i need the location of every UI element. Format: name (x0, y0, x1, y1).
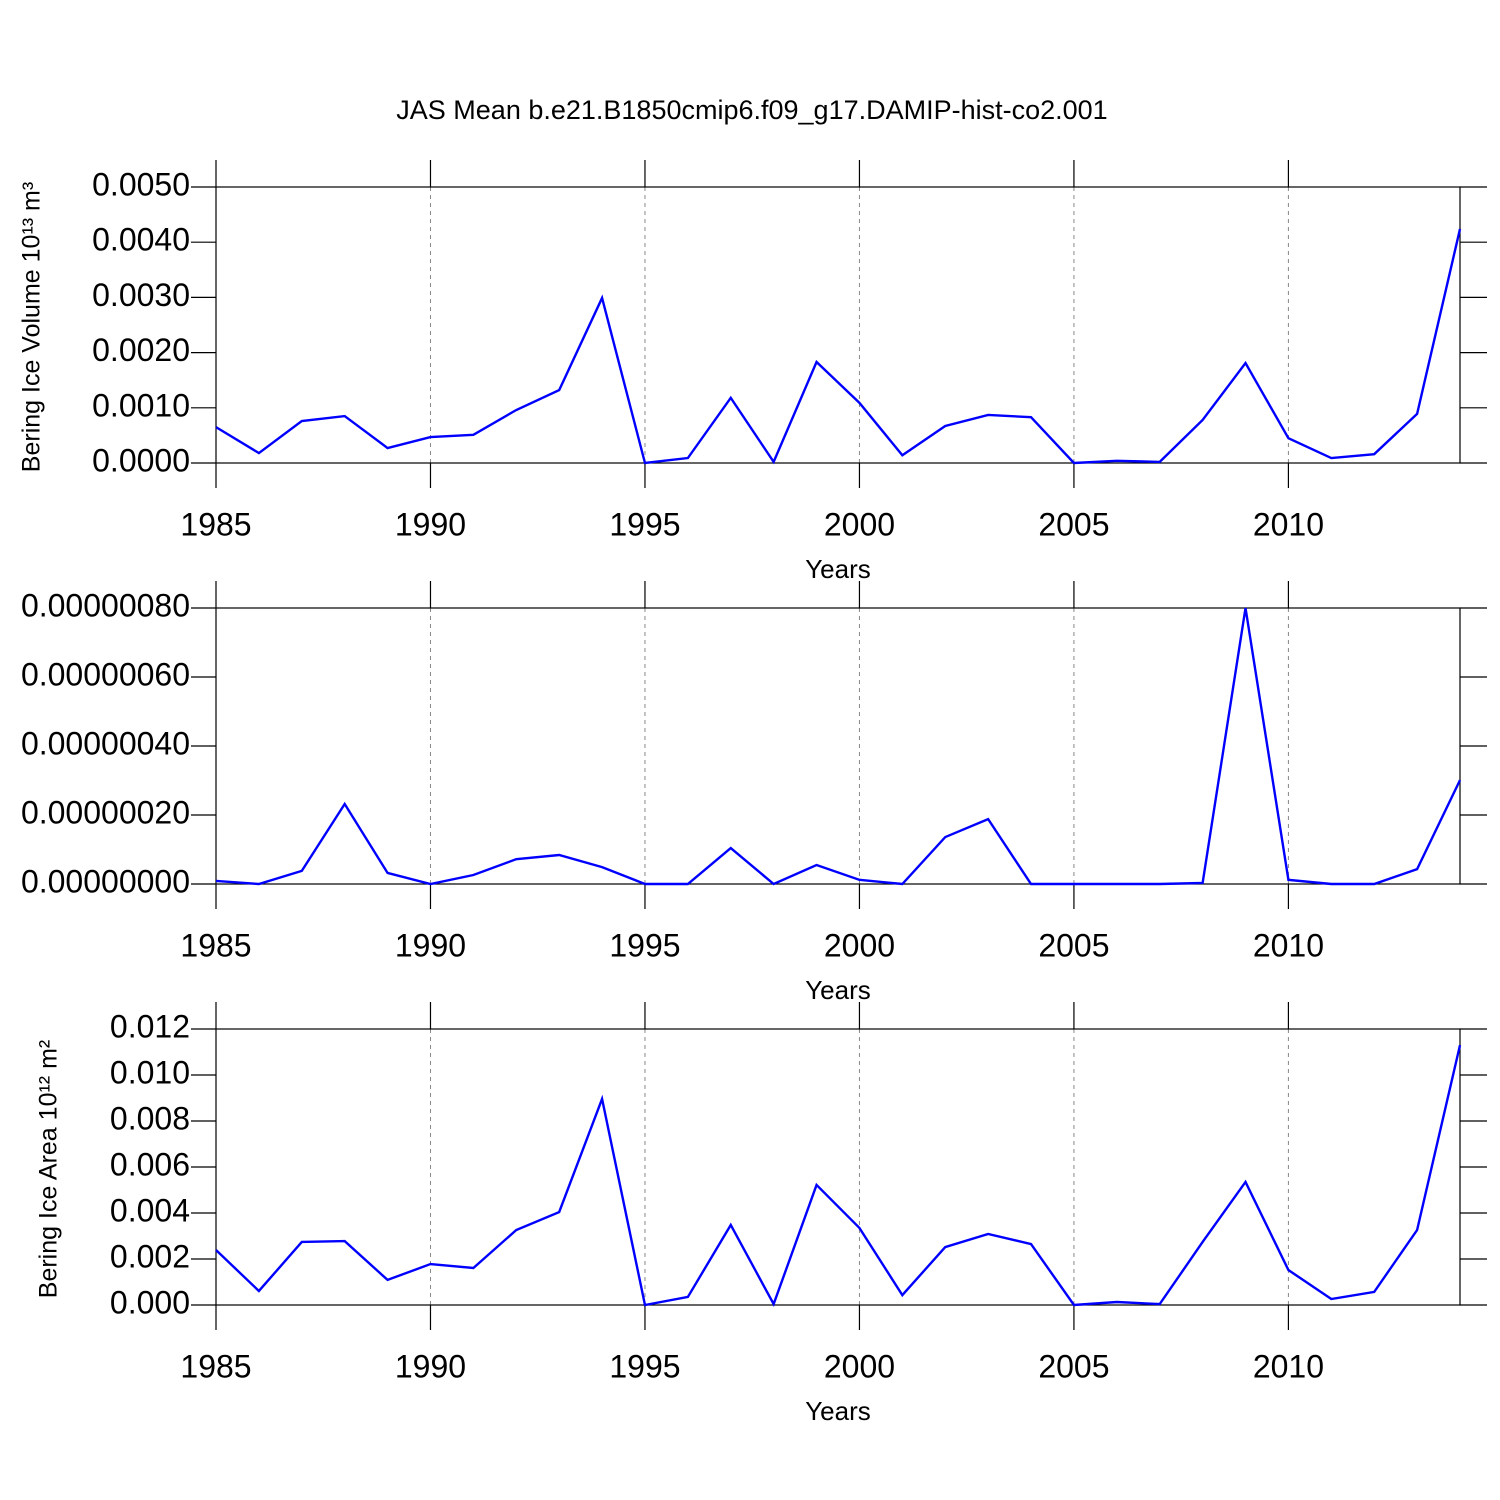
x-tick-label: 2010 (1253, 1348, 1324, 1384)
x-tick-label: 1990 (395, 927, 466, 963)
x-tick-label: 2000 (824, 1348, 895, 1384)
y-tick-label: 0.0020 (92, 332, 190, 368)
y-tick-label: 0.010 (110, 1054, 190, 1090)
y-tick-label: 0.00000040 (21, 725, 190, 761)
data-line (215, 228, 1462, 465)
plot-frame (215, 607, 1461, 885)
x-tick-label: 1985 (180, 506, 251, 542)
y-tick-label: 0.004 (110, 1192, 190, 1228)
y-tick-label: 0.006 (110, 1146, 190, 1182)
y-tick-label: 0.008 (110, 1100, 190, 1136)
y-tick-label: 0.000 (110, 1284, 190, 1320)
y-tick-label: 0.0010 (92, 387, 190, 423)
x-tick-label: 1995 (609, 506, 680, 542)
x-tick-label: 2010 (1253, 506, 1324, 542)
x-tick-label: 2005 (1038, 506, 1109, 542)
y-tick-label: 0.00000000 (21, 863, 190, 899)
y-tick-label: 0.012 (110, 1008, 190, 1044)
data-line (215, 607, 1462, 886)
x-axis-title: Years (805, 975, 871, 1005)
x-axis-title: Years (805, 1396, 871, 1426)
x-axis-title: Years (805, 554, 871, 584)
y-axis-title: Bering Ice Volume 10¹³ m³ (18, 182, 46, 472)
y-tick-label: 0.00000060 (21, 656, 190, 692)
y-tick-label: 0.0030 (92, 277, 190, 313)
chart-title: JAS Mean b.e21.B1850cmip6.f09_g17.DAMIP-… (396, 95, 1107, 125)
x-tick-label: 1985 (180, 1348, 251, 1384)
x-tick-label: 1995 (609, 927, 680, 963)
x-tick-label: 1985 (180, 927, 251, 963)
y-tick-label: 0.0050 (92, 166, 190, 202)
y-tick-label: 0.00000020 (21, 794, 190, 830)
data-line (215, 1044, 1462, 1308)
x-tick-label: 1990 (395, 1348, 466, 1384)
plot-frame (215, 1028, 1461, 1306)
plot-frame (215, 186, 1461, 464)
x-tick-label: 1990 (395, 506, 466, 542)
x-tick-label: 1995 (609, 1348, 680, 1384)
x-tick-label: 2010 (1253, 927, 1324, 963)
x-tick-label: 2000 (824, 927, 895, 963)
y-axis-title: Bering Ice Area 10¹² m² (35, 1040, 63, 1298)
y-tick-label: 0.002 (110, 1238, 190, 1274)
y-tick-label: 0.0000 (92, 442, 190, 478)
x-tick-label: 2005 (1038, 927, 1109, 963)
x-tick-label: 2005 (1038, 1348, 1109, 1384)
y-tick-label: 0.00000080 (21, 587, 190, 623)
x-tick-label: 2000 (824, 506, 895, 542)
y-tick-label: 0.0040 (92, 222, 190, 258)
